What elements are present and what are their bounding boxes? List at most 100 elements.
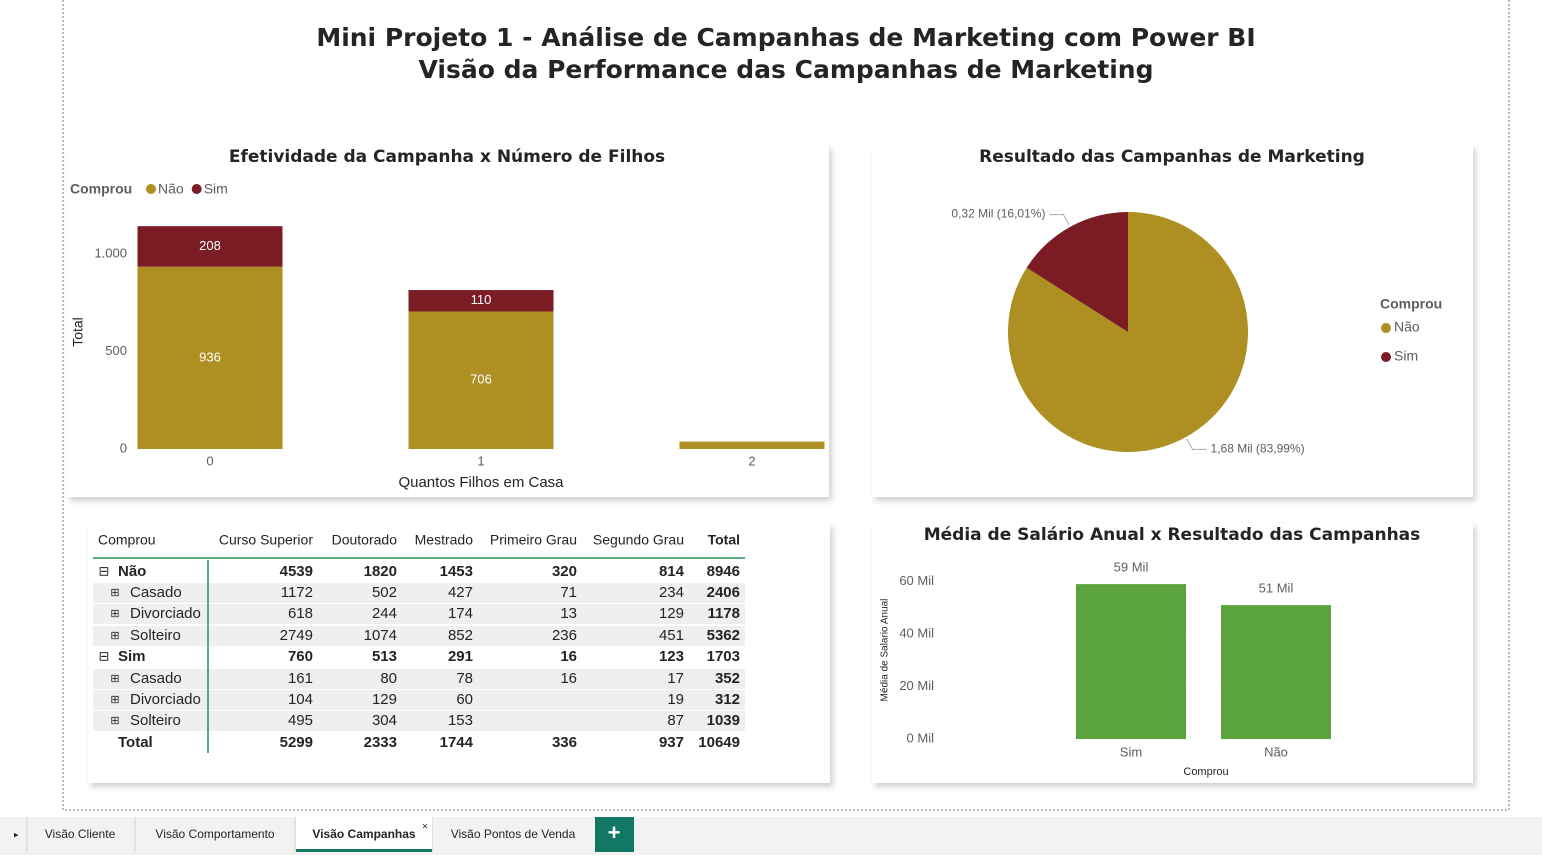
page-tab[interactable]: Visão Campanhas bbox=[312, 827, 415, 841]
cell: 1703 bbox=[707, 648, 740, 665]
chart-title: Resultado das Campanhas de Marketing bbox=[979, 147, 1365, 167]
data-label: 59 Mil bbox=[1114, 560, 1149, 575]
bar bbox=[1076, 584, 1186, 739]
x-tick-label: Não bbox=[1264, 744, 1288, 759]
x-tick-label: 0 bbox=[206, 453, 213, 468]
cell: 104 bbox=[288, 691, 313, 708]
cell: 5299 bbox=[280, 734, 313, 751]
page-title: Mini Projeto 1 - Análise de Campanhas de… bbox=[316, 23, 1255, 52]
x-axis-label: Comprou bbox=[1183, 766, 1228, 778]
cell: 234 bbox=[659, 584, 684, 601]
scroll-arrow[interactable]: ▸ bbox=[14, 829, 19, 839]
cell: 304 bbox=[372, 712, 397, 729]
page-tab[interactable]: Visão Cliente bbox=[45, 827, 116, 841]
cell: 16 bbox=[560, 648, 577, 665]
cell: 760 bbox=[288, 648, 313, 665]
cell: 123 bbox=[659, 648, 684, 665]
cell: 17 bbox=[667, 670, 684, 687]
legend-marker bbox=[191, 184, 202, 194]
canvas-border bbox=[62, 0, 1510, 811]
row-label: Divorciado bbox=[130, 691, 201, 708]
data-label: 936 bbox=[199, 349, 221, 364]
cell: 5362 bbox=[707, 627, 740, 644]
cell: 87 bbox=[667, 712, 684, 729]
row-band bbox=[93, 604, 745, 624]
active-tab bbox=[296, 817, 432, 852]
add-page-button[interactable] bbox=[595, 817, 634, 852]
legend-title: Comprou bbox=[1380, 296, 1442, 312]
row-label: Casado bbox=[130, 670, 182, 687]
cell: 2406 bbox=[707, 584, 740, 601]
expand-icon[interactable]: ⊞ bbox=[110, 715, 119, 727]
legend-marker bbox=[1381, 323, 1391, 333]
cell: 19 bbox=[667, 691, 684, 708]
y-axis-label: Média de Salario Anual bbox=[880, 599, 891, 702]
expand-icon[interactable]: ⊞ bbox=[110, 630, 119, 642]
cell: 1820 bbox=[364, 563, 397, 580]
add-page-icon[interactable]: + bbox=[608, 820, 621, 845]
bar-segment bbox=[408, 290, 554, 312]
row-label: Solteiro bbox=[130, 627, 181, 644]
x-tick-label: 1 bbox=[477, 453, 484, 468]
y-tick-label: 0 Mil bbox=[907, 730, 935, 745]
legend-marker bbox=[146, 184, 156, 194]
expand-icon[interactable]: ⊞ bbox=[110, 587, 119, 599]
bar bbox=[1221, 605, 1331, 739]
cell: 13 bbox=[560, 605, 577, 622]
row-band bbox=[93, 626, 745, 646]
column-header: Total bbox=[708, 532, 740, 548]
column-header: Mestrado bbox=[415, 532, 474, 548]
cell: 1074 bbox=[364, 627, 397, 644]
chart-title: Média de Salário Anual x Resultado das C… bbox=[924, 525, 1421, 545]
data-label: 208 bbox=[199, 238, 221, 253]
cell: 129 bbox=[659, 605, 684, 622]
column-header: Curso Superior bbox=[219, 532, 313, 548]
cell: 161 bbox=[288, 670, 313, 687]
expand-icon[interactable]: ⊞ bbox=[110, 608, 119, 620]
cell: 236 bbox=[552, 627, 577, 644]
cell: 1039 bbox=[707, 712, 740, 729]
data-label: 706 bbox=[470, 372, 492, 387]
column-header: Primeiro Grau bbox=[490, 532, 577, 548]
bar-segment bbox=[137, 266, 283, 449]
x-tick-label: 2 bbox=[748, 453, 755, 468]
cell: 80 bbox=[380, 670, 397, 687]
cell: 852 bbox=[448, 627, 473, 644]
y-tick-label: 0 bbox=[120, 440, 127, 455]
collapse-icon[interactable]: ⊟ bbox=[99, 563, 110, 578]
data-label: 51 Mil bbox=[1259, 581, 1294, 596]
column-header: Segundo Grau bbox=[593, 532, 684, 548]
cell: 451 bbox=[659, 627, 684, 644]
page-tab[interactable]: Visão Pontos de Venda bbox=[451, 827, 576, 841]
cell: 153 bbox=[448, 712, 473, 729]
collapse-icon[interactable]: ⊟ bbox=[99, 648, 110, 663]
cell: 71 bbox=[560, 584, 577, 601]
legend-label: Não bbox=[158, 181, 184, 197]
cell: 2333 bbox=[364, 734, 397, 751]
data-label: 110 bbox=[471, 292, 492, 307]
close-tab[interactable]: × bbox=[422, 822, 428, 833]
legend-marker bbox=[1381, 352, 1391, 362]
leader-line bbox=[1186, 438, 1207, 450]
row-label: Divorciado bbox=[130, 605, 201, 622]
row-band bbox=[93, 690, 745, 710]
cell: 244 bbox=[372, 605, 397, 622]
card bbox=[88, 523, 830, 783]
cell: 513 bbox=[372, 648, 397, 665]
cell: 1172 bbox=[281, 584, 313, 601]
row-label: Não bbox=[118, 563, 146, 580]
y-tick-label: 60 Mil bbox=[899, 573, 934, 588]
page-tab[interactable]: Visão Comportamento bbox=[155, 827, 275, 841]
expand-icon[interactable]: ⊞ bbox=[110, 694, 119, 706]
cell: 1178 bbox=[707, 605, 740, 622]
cell: 129 bbox=[372, 691, 397, 708]
bar-segment bbox=[679, 441, 825, 449]
cell: 814 bbox=[659, 563, 685, 580]
y-tick-label: 40 Mil bbox=[899, 625, 934, 640]
cell: 937 bbox=[659, 734, 684, 751]
expand-icon[interactable]: ⊞ bbox=[110, 673, 119, 685]
row-label: Solteiro bbox=[130, 712, 181, 729]
tab-bar bbox=[0, 817, 1542, 855]
